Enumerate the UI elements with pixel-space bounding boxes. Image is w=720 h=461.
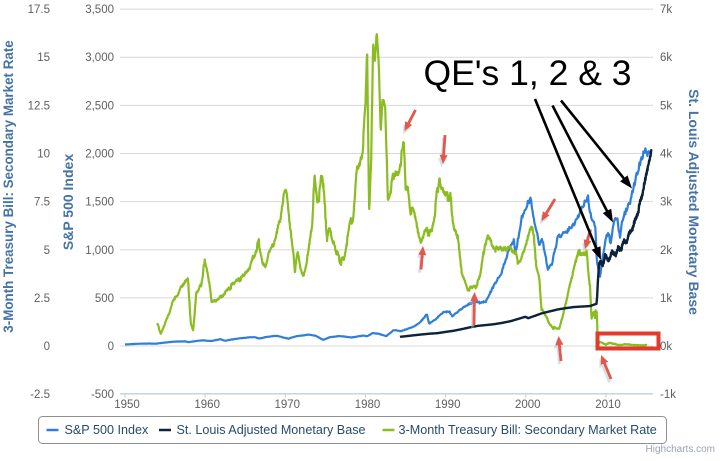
svg-text:Highcharts.com: Highcharts.com (646, 444, 715, 455)
svg-text:3-Month Treasury Bill: Seconda: 3-Month Treasury Bill: Secondary Market … (1, 40, 16, 332)
svg-text:S&P 500 Index: S&P 500 Index (65, 423, 149, 437)
svg-text:1k: 1k (660, 293, 672, 305)
svg-text:St. Louis Adjusted Monetary Ba: St. Louis Adjusted Monetary Base (686, 89, 702, 315)
svg-text:500: 500 (95, 293, 114, 305)
svg-text:3-Month Treasury Bill: Seconda: 3-Month Treasury Bill: Secondary Market … (399, 423, 657, 437)
svg-text:0: 0 (108, 341, 114, 353)
svg-text:St. Louis Adjusted Monetary Ba: St. Louis Adjusted Monetary Base (177, 423, 366, 437)
svg-text:-2.5: -2.5 (30, 389, 50, 401)
svg-text:0: 0 (44, 341, 50, 353)
svg-text:3,500: 3,500 (85, 4, 114, 16)
svg-text:15: 15 (37, 52, 50, 64)
svg-text:-1k: -1k (660, 389, 676, 401)
svg-text:S&P 500 Index: S&P 500 Index (60, 154, 76, 250)
svg-text:3k: 3k (660, 197, 672, 209)
svg-text:2k: 2k (660, 245, 672, 257)
svg-text:-500: -500 (91, 389, 114, 401)
svg-text:12.5: 12.5 (28, 100, 50, 112)
svg-text:2010: 2010 (595, 399, 621, 411)
svg-text:1,500: 1,500 (85, 197, 114, 209)
svg-text:1970: 1970 (275, 399, 301, 411)
svg-text:1,000: 1,000 (85, 245, 114, 257)
svg-text:0k: 0k (660, 341, 672, 353)
svg-text:2,500: 2,500 (85, 100, 114, 112)
svg-text:7.5: 7.5 (34, 197, 50, 209)
svg-text:2000: 2000 (515, 399, 541, 411)
svg-text:7k: 7k (660, 4, 672, 16)
svg-text:3,000: 3,000 (85, 52, 114, 64)
svg-text:10: 10 (37, 149, 50, 161)
svg-text:5k: 5k (660, 100, 672, 112)
svg-text:1980: 1980 (355, 399, 381, 411)
svg-text:QE's 1, 2 & 3: QE's 1, 2 & 3 (423, 53, 631, 93)
svg-text:4k: 4k (660, 149, 672, 161)
svg-text:17.5: 17.5 (28, 4, 50, 16)
svg-text:2.5: 2.5 (34, 293, 50, 305)
svg-text:5: 5 (44, 245, 50, 257)
svg-text:1950: 1950 (114, 399, 140, 411)
svg-text:6k: 6k (660, 52, 672, 64)
svg-text:1990: 1990 (435, 399, 461, 411)
svg-text:2,000: 2,000 (85, 149, 114, 161)
svg-text:1960: 1960 (194, 399, 220, 411)
